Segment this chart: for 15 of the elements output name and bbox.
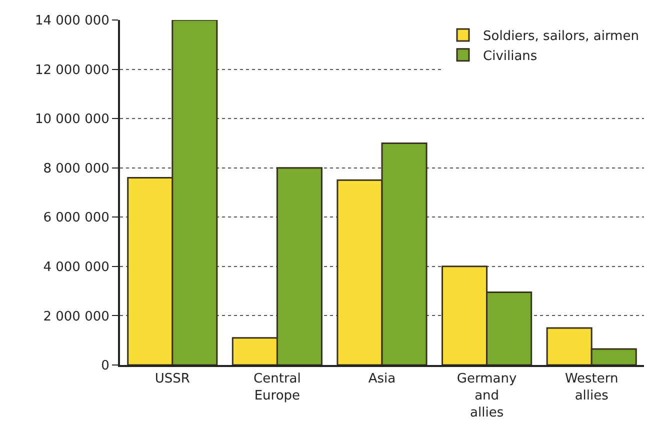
y-tick-label: 14 000 000 [34,14,110,29]
y-tick-label: 10 000 000 [34,112,110,128]
y-tick-label: 12 000 000 [34,62,110,78]
y-tick-label: 6 000 000 [43,210,110,226]
y-tick-label: 2 000 000 [43,309,110,324]
legend-label: Civilians [483,48,538,64]
x-tick-label: Asia [368,372,396,387]
y-tick-label: 4 000 000 [43,260,110,275]
y-tick-label: 8 000 000 [43,161,110,176]
y-tick-label: 0 [101,358,110,374]
x-tick-label: Central Europe [254,372,301,404]
x-tick-label: Western allies [564,372,618,404]
x-tick-label: Germany and allies [456,372,517,420]
x-tick-label: USSR [154,372,190,387]
legend-label: Soldiers, sailors, airmen [483,29,639,44]
